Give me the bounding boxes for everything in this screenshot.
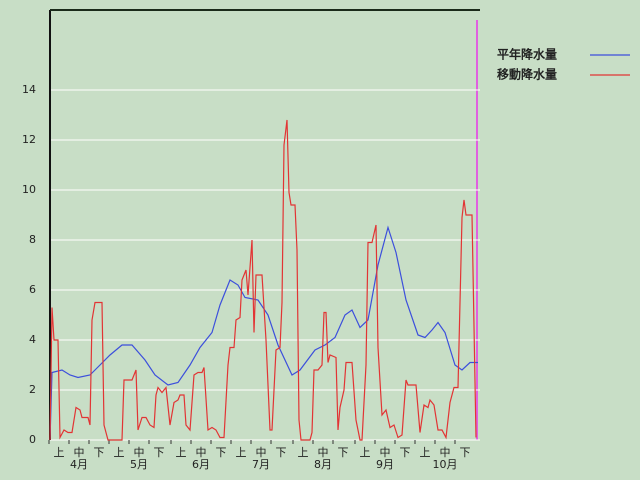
x-tick-label: 下	[338, 446, 349, 459]
series-line	[49, 225, 478, 441]
y-tick-label: 8	[29, 233, 36, 246]
x-tick-label: 中	[440, 446, 451, 459]
y-tick-label: 0	[29, 433, 36, 446]
x-tick-label: 上	[298, 446, 309, 459]
month-label: 7月	[252, 458, 270, 471]
x-tick-label: 中	[196, 446, 207, 459]
month-label: 9月	[376, 458, 394, 471]
x-tick-label: 上	[176, 446, 187, 459]
month-label: 4月	[70, 458, 88, 471]
series-line	[49, 119, 477, 441]
x-tick-label: 下	[460, 446, 471, 459]
y-tick-label: 10	[22, 183, 36, 196]
y-tick-label: 2	[29, 383, 36, 396]
month-label: 10月	[433, 458, 458, 471]
x-tick-label: 下	[400, 446, 411, 459]
legend-label: 移動降水量	[497, 67, 557, 82]
y-tick-label: 14	[22, 83, 36, 96]
x-tick-label: 中	[380, 446, 391, 459]
y-tick-label: 6	[29, 283, 36, 296]
x-tick-label: 中	[318, 446, 329, 459]
x-tick-label: 上	[114, 446, 125, 459]
month-label: 8月	[314, 458, 332, 471]
x-tick-label: 上	[420, 446, 431, 459]
y-tick-label: 4	[29, 333, 36, 346]
x-tick-label: 下	[276, 446, 287, 459]
x-tick-label: 上	[236, 446, 247, 459]
month-label: 6月	[192, 458, 210, 471]
legend-label: 平年降水量	[497, 47, 557, 62]
x-tick-label: 中	[74, 446, 85, 459]
x-tick-label: 下	[94, 446, 105, 459]
month-label: 5月	[130, 458, 148, 471]
x-tick-label: 中	[134, 446, 145, 459]
x-tick-label: 中	[256, 446, 267, 459]
x-tick-label: 上	[360, 446, 371, 459]
x-tick-label: 下	[154, 446, 165, 459]
x-tick-label: 下	[216, 446, 227, 459]
y-tick-label: 12	[22, 133, 36, 146]
x-tick-label: 上	[54, 446, 65, 459]
